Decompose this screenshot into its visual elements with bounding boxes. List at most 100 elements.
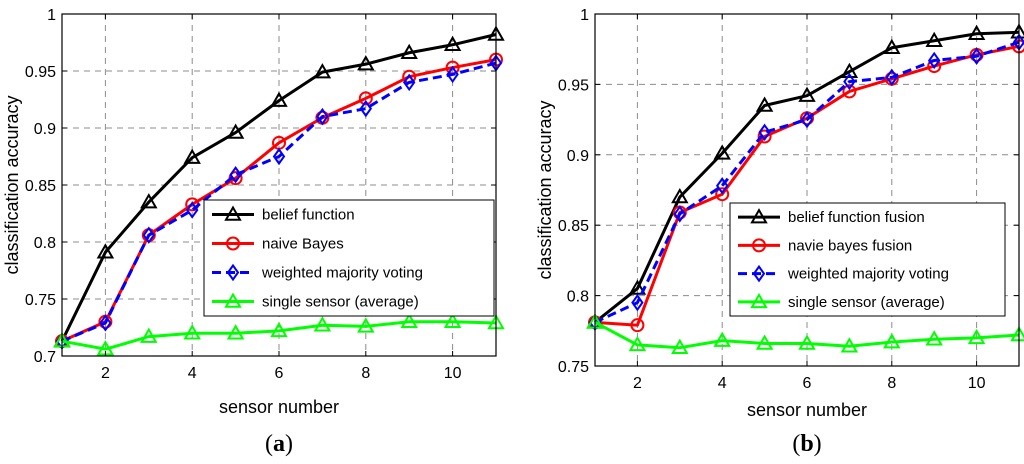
data-point: [185, 201, 199, 219]
data-point: [925, 31, 943, 48]
data-point: [840, 62, 859, 78]
data-point: [758, 123, 771, 141]
caption-close-paren: ): [814, 431, 822, 457]
data-point: [96, 243, 115, 259]
data-point: [402, 73, 416, 92]
data-point: [925, 330, 943, 346]
data-point: [631, 293, 644, 312]
legend-marker: [224, 205, 242, 221]
data-point: [715, 177, 729, 195]
legend-marker: [752, 264, 766, 283]
legend-entry-single-sensor-average: single sensor (average): [212, 292, 419, 311]
y-tick-label: 0.85: [558, 218, 589, 235]
legend-marker: [224, 292, 242, 308]
data-point: [272, 147, 286, 166]
data-point: [755, 334, 774, 350]
data-point: [628, 279, 647, 295]
caption-open-paren: (: [265, 431, 273, 457]
legend-label: navie bayes fusion: [788, 237, 912, 254]
y-tick-label: 1: [47, 7, 56, 24]
legend-entry-weighted-majority-voting: weighted majority voting: [212, 263, 423, 282]
x-axis-label: sensor number: [747, 400, 867, 420]
x-tick-label: 4: [188, 365, 197, 382]
legend-entry-belief-function: belief function: [212, 205, 355, 224]
panel-caption: (b): [792, 431, 821, 457]
x-tick-label: 2: [633, 375, 642, 392]
y-tick-label: 0.85: [25, 178, 56, 195]
legend-label: weighted majority voting: [787, 266, 949, 283]
data-point: [313, 63, 332, 79]
data-point: [313, 316, 332, 332]
data-point: [357, 317, 375, 333]
caption-close-paren: ): [285, 431, 293, 457]
series-line: [61, 320, 497, 351]
legend-marker: [226, 263, 240, 282]
x-tick-label: 6: [275, 365, 284, 382]
data-point: [755, 96, 774, 112]
y-axis-label: classification accuracy: [2, 95, 22, 274]
y-axis-label: classification accuracy: [535, 100, 555, 279]
data-point: [226, 324, 245, 340]
data-point: [270, 321, 288, 338]
data-point: [885, 68, 899, 87]
data-point: [671, 338, 689, 354]
data-point: [446, 65, 459, 84]
legend: belief function naive Bayes weighted major…: [203, 199, 495, 317]
data-point: [842, 84, 857, 99]
data-point: [713, 144, 731, 160]
legend-box: [729, 202, 1006, 317]
legend-entry-belief-function-fusion: belief function fusion: [738, 208, 925, 226]
series-line: [594, 321, 1020, 350]
x-tick-label: 4: [718, 375, 727, 392]
y-tick-label: 0.8: [34, 235, 56, 252]
data-point: [883, 38, 901, 55]
legend-label: belief function: [262, 207, 355, 224]
data-point: [970, 47, 983, 65]
data-point: [715, 187, 730, 202]
data-point: [357, 55, 375, 71]
data-point: [400, 43, 418, 60]
legend-label: naive Bayes: [262, 236, 344, 253]
series-line: [594, 30, 1020, 324]
data-point: [359, 99, 373, 118]
x-tick-label: 10: [444, 365, 462, 382]
data-point: [713, 331, 731, 347]
data-point: [140, 193, 158, 209]
data-point: [843, 72, 856, 91]
data-point: [630, 318, 645, 333]
caption-letter: a: [273, 431, 285, 457]
legend-entry-single-sensor-average: single sensor (average): [738, 292, 945, 311]
y-tick-label: 0.7: [34, 349, 56, 366]
legend-marker: [226, 236, 240, 251]
y-tick-label: 0.95: [25, 64, 56, 81]
data-point: [840, 337, 859, 353]
data-point: [800, 110, 814, 129]
data-point: [270, 91, 288, 107]
data-point: [229, 166, 242, 184]
data-point: [316, 107, 329, 126]
data-point: [183, 148, 201, 164]
series-belief-function: [53, 25, 505, 348]
caption-open-paren: (: [792, 431, 800, 457]
y-tick-label: 0.8: [567, 289, 589, 306]
y-tick-label: 0.75: [25, 292, 56, 309]
data-point: [798, 86, 816, 102]
y-tick-label: 0.95: [558, 77, 589, 94]
y-tick-label: 0.75: [558, 359, 589, 376]
x-tick-label: 8: [887, 375, 896, 392]
data-point: [927, 51, 941, 70]
data-point: [358, 91, 373, 106]
y-tick-label: 0.9: [567, 148, 589, 165]
data-point: [671, 188, 689, 204]
data-point: [443, 35, 462, 52]
panel-caption: (a): [265, 431, 293, 457]
data-point: [883, 333, 901, 349]
data-point: [140, 327, 158, 343]
data-point: [673, 205, 687, 223]
chart-panel-b: 2 4 6 8 10 0.75 0.8 0.85 0.9 0.95 1 sensor number cl…: [535, 7, 1024, 457]
legend-label: single sensor (average): [262, 294, 419, 311]
legend-marker: [750, 208, 768, 224]
legend-box: [203, 199, 495, 317]
y-tick-label: 1: [580, 7, 589, 24]
data-point: [757, 129, 772, 144]
